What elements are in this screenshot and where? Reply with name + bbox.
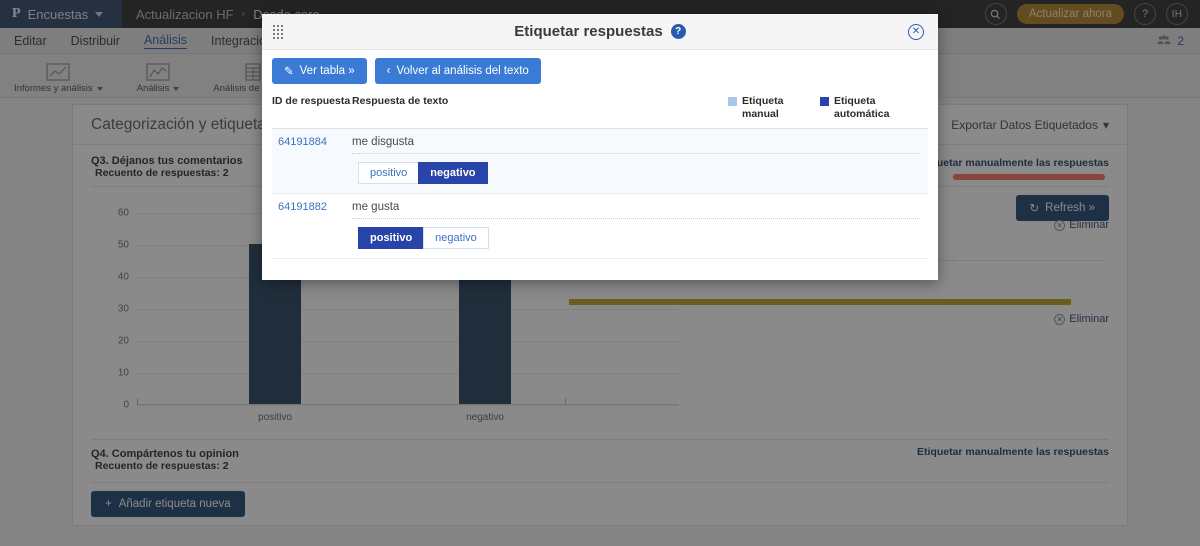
back-label: Volver al análisis del texto (396, 65, 529, 77)
view-table-button[interactable]: ✎ Ver tabla » (272, 58, 367, 84)
tag-legend: Etiqueta manual Etiqueta automática (728, 95, 928, 121)
view-table-label: Ver tabla » (299, 65, 355, 77)
tag-chip-positivo[interactable]: positivo (358, 162, 420, 185)
response-text: me gusta (352, 201, 920, 220)
responses-table: ID de respuesta Respuesta de texto Etiqu… (262, 93, 938, 260)
legend-swatch (820, 97, 829, 106)
modal-header: Etiquetar respuestas ? ✕ (262, 14, 938, 50)
edit-icon: ✎ (284, 66, 294, 78)
back-to-text-analysis-button[interactable]: ‹ Volver al análisis del texto (374, 58, 541, 84)
legend-label: Etiqueta automática (834, 95, 890, 121)
close-icon[interactable]: ✕ (908, 24, 924, 40)
chevron-left-icon: ‹ (386, 65, 391, 77)
tag-chip-negativo[interactable]: negativo (418, 162, 488, 185)
legend-item-manual: Etiqueta manual (728, 95, 790, 121)
tag-chip-group: positivo negativo (358, 162, 928, 185)
column-header-text: Respuesta de texto (352, 95, 449, 107)
legend-item-automatic: Etiqueta automática (820, 95, 889, 121)
tag-chip-positivo[interactable]: positivo (358, 227, 425, 250)
tag-chip-negativo[interactable]: negativo (423, 227, 489, 250)
response-text: me disgusta (352, 136, 920, 155)
legend-label: Etiqueta manual (742, 95, 784, 121)
row-top: 64191884 me disgusta (272, 136, 928, 155)
table-row: 64191884 me disgusta positivo negativo (272, 129, 928, 195)
tag-chip-group: positivo negativo (358, 227, 928, 250)
row-top: 64191882 me gusta (272, 201, 928, 220)
response-id[interactable]: 64191882 (278, 201, 327, 214)
legend-swatch (728, 97, 737, 106)
column-header-id: ID de respuesta (272, 95, 351, 107)
table-header-row: ID de respuesta Respuesta de texto Etiqu… (272, 93, 928, 130)
modal-title-text: Etiquetar respuestas (514, 23, 663, 40)
table-row: 64191882 me gusta positivo negativo (272, 194, 928, 260)
tag-responses-modal: Etiquetar respuestas ? ✕ ✎ Ver tabla » ‹… (262, 14, 938, 280)
drag-handle-icon[interactable] (273, 25, 283, 39)
modal-title: Etiquetar respuestas ? (262, 23, 938, 40)
modal-toolbar: ✎ Ver tabla » ‹ Volver al análisis del t… (262, 50, 938, 93)
help-icon[interactable]: ? (670, 24, 686, 39)
response-id[interactable]: 64191884 (278, 136, 327, 149)
